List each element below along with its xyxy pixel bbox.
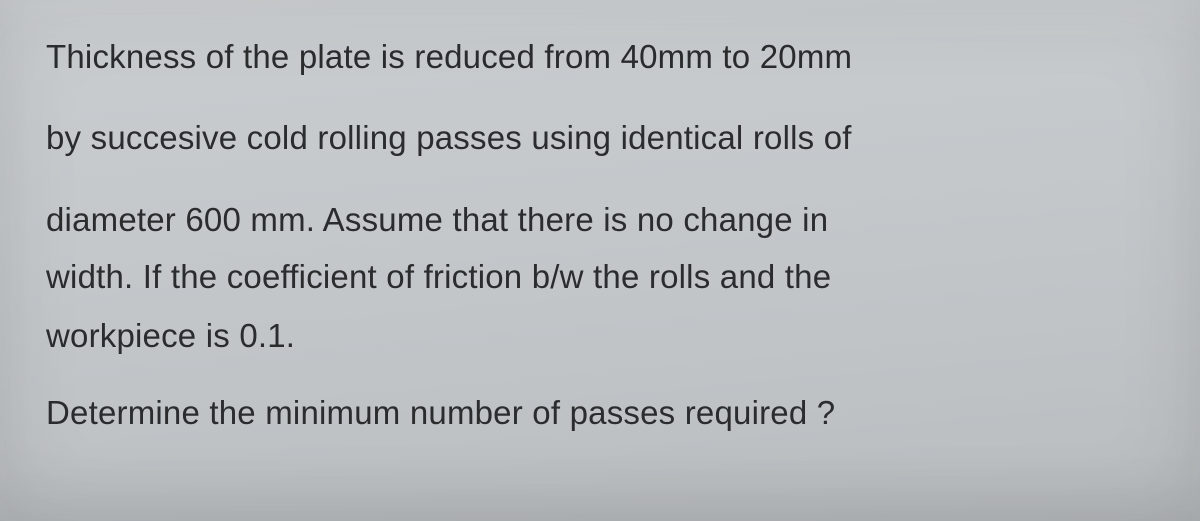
- text-line-5: workpiece is 0.1.: [46, 315, 1154, 356]
- text-line-6: Determine the minimum number of passes r…: [46, 392, 1154, 433]
- problem-text-block: Thickness of the plate is reduced from 4…: [0, 0, 1200, 521]
- text-line-2: by succesive cold rolling passes using i…: [46, 117, 1154, 158]
- text-line-4: width. If the coefficient of friction b/…: [46, 256, 1154, 297]
- text-line-3: diameter 600 mm. Assume that there is no…: [46, 199, 1154, 240]
- text-line-1: Thickness of the plate is reduced from 4…: [46, 36, 1154, 77]
